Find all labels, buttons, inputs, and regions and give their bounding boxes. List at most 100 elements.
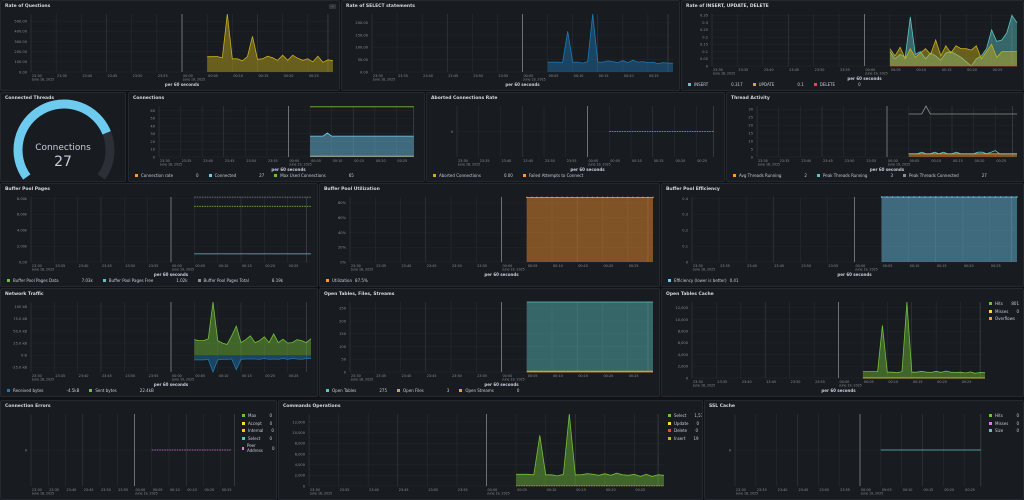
gauge-value: 27 — [54, 154, 72, 170]
legend-item[interactable]: Efficiency (lower is better) 0.41 — [668, 278, 738, 283]
y-tick-label: 0.2 — [702, 35, 708, 39]
x-tick-label: 23:30 — [351, 264, 361, 268]
legend-value: 1.02k — [176, 278, 188, 283]
legend-swatch — [688, 83, 691, 86]
x-tick-label: 00:15 — [578, 374, 588, 378]
legend-item[interactable]: Hits 0 — [989, 413, 1019, 418]
legend-item[interactable]: Received bytes -4.5kB — [7, 388, 79, 393]
legend-item[interactable]: Aborted Connections 0.00 — [433, 173, 513, 178]
legend-item[interactable]: Peak Threads Running 3 — [816, 173, 893, 178]
legend-item[interactable]: Update 0 — [668, 421, 699, 426]
x-tick-label: 00:15 — [599, 74, 609, 78]
legend-item[interactable]: Avg Threads Running 2 — [733, 173, 807, 178]
legend-item[interactable]: Internal 0 — [242, 428, 274, 433]
series-point — [536, 196, 538, 199]
series-point — [551, 196, 553, 199]
legend-item[interactable]: Hits 801 — [989, 301, 1019, 306]
y-tick-label: 0.3 — [702, 21, 708, 25]
x-tick-label: 23:30 — [693, 380, 703, 384]
legend-item[interactable]: Max Used Connections 65 — [274, 173, 354, 178]
series-point — [902, 196, 904, 198]
x-tick-label: 23:50 — [452, 264, 462, 268]
legend-label: Select — [668, 413, 686, 418]
legend-item[interactable]: Connected 27 — [208, 173, 264, 178]
x-tick-label: 23:55 — [458, 488, 468, 492]
y-tick-label: 100 kB — [14, 305, 27, 309]
axis-label: per 60 seconds — [505, 82, 540, 87]
legend-item[interactable]: Misses 0 — [989, 421, 1019, 426]
legend-item[interactable]: Misses 0 — [989, 309, 1019, 314]
x-tick-label: 00:10 — [903, 488, 913, 492]
x-tick-label: 23:35 — [738, 68, 748, 72]
y-tick-label: 150.00 — [355, 33, 368, 37]
legend-item[interactable]: Max 0 — [242, 413, 272, 418]
y-tick-label: 60% — [338, 216, 347, 220]
x-tick-label: 23:40 — [82, 74, 92, 78]
series-point — [627, 196, 629, 199]
legend-item[interactable]: Open Streams 0 — [459, 388, 519, 393]
legend-item[interactable]: Accept 0 — [242, 421, 272, 426]
x-tick-label: 00:10 — [553, 264, 563, 268]
legend-item[interactable]: Delete 0 — [668, 428, 698, 433]
panel-menu-button[interactable]: ... — [329, 3, 336, 9]
legend: Connection rate 0 Connected 27 Max Used Conn… — [135, 173, 354, 178]
x-tick-label: 23:55 — [840, 68, 850, 72]
legend-item[interactable]: Connection rate 0 — [135, 173, 199, 178]
y-tick-label: 300.00 — [14, 40, 27, 44]
x-tick-label: 00:20 — [967, 68, 977, 72]
legend-item[interactable]: Insert 19 — [668, 436, 699, 441]
y-tick-label: 100.00 — [355, 46, 368, 50]
legend-item[interactable]: Select 0 — [242, 436, 272, 441]
x-tick-label: 23:50 — [845, 159, 855, 163]
x-tick-label: 23:40 — [747, 264, 757, 268]
legend-item[interactable]: Buffer Pool Pages Free 1.02k — [102, 278, 188, 283]
legend-item[interactable]: Size 0 — [989, 428, 1019, 433]
legend-item[interactable]: Buffer Pool Pages Data 7.03k — [7, 278, 93, 283]
legend-swatch — [668, 429, 671, 432]
series-line — [908, 105, 1017, 115]
legend-name: Efficiency (lower is better) — [674, 278, 727, 283]
panel-title: Commands Operations — [283, 404, 341, 409]
legend-value: 0.317 — [731, 82, 743, 87]
legend-item[interactable]: Utilization 87.5% — [326, 278, 368, 283]
x-tick-label: 00:15 — [242, 264, 252, 268]
legend-item[interactable]: DELETE 0 — [813, 82, 861, 87]
x-tick-label: 23:40 — [423, 74, 433, 78]
x-tick-label: 23:40 — [203, 159, 213, 163]
legend-item[interactable]: Select 1,534 — [668, 413, 702, 418]
legend-item[interactable]: Failed Attempts to Connect — [522, 173, 583, 178]
x-tick-label: 23:35 — [55, 374, 65, 378]
x-date-label: June 18, 2025 — [159, 163, 182, 167]
series-point — [945, 196, 948, 198]
axis-label: per 60 seconds — [271, 167, 306, 172]
y-tick-label: 8.00k — [17, 197, 28, 201]
legend-item[interactable]: Sent bytes 22.4kB — [89, 388, 154, 393]
legend-item[interactable]: UPDATE 0.1 — [752, 82, 804, 87]
x-tick-label: 23:40 — [79, 264, 89, 268]
y-tick-label: 200.00 — [14, 50, 27, 54]
y-tick-label: 250 — [339, 307, 347, 311]
legend-item[interactable]: INSERT 0.317 — [688, 82, 743, 87]
x-tick-label: 00:15 — [354, 159, 364, 163]
legend: Open Tables 275 Open Files 3 Open Streams 0 — [326, 388, 519, 393]
legend-item[interactable]: Overflows 0 — [989, 316, 1023, 321]
x-date-label: June 19, 2025 — [502, 378, 525, 382]
y-tick-label: 2,000 — [295, 474, 306, 478]
legend-item[interactable]: Open Files 3 — [397, 388, 449, 393]
legend-item[interactable]: Buffer Pool Pages Total 8.19k — [197, 278, 283, 283]
panel-connections: Connections 0 10 20 30 40 50 60 23:30 June 18, 20… — [128, 92, 425, 182]
x-tick-label: 23:45 — [225, 159, 235, 163]
legend-item[interactable]: Peer Address 0 — [242, 443, 274, 453]
legend-value: 0 — [858, 82, 861, 87]
legend-item[interactable]: Open Tables 275 — [326, 388, 387, 393]
x-tick-label: 00:10 — [910, 264, 920, 268]
x-tick-label: 23:50 — [801, 264, 811, 268]
series-point — [891, 196, 894, 198]
x-tick-label: 00:20 — [284, 74, 294, 78]
x-date-label: June 19, 2025 — [135, 492, 158, 496]
x-tick-label: 23:35 — [780, 159, 790, 163]
panel-network-traffic: Network Traffic -25.0 kB 0 B 25.0 kB 50.0 kB… — [0, 288, 318, 397]
legend-item[interactable]: Peak Threads Connected 27 — [903, 173, 987, 178]
x-tick-label: 23:55 — [268, 159, 278, 163]
x-tick-label: 23:40 — [502, 159, 512, 163]
